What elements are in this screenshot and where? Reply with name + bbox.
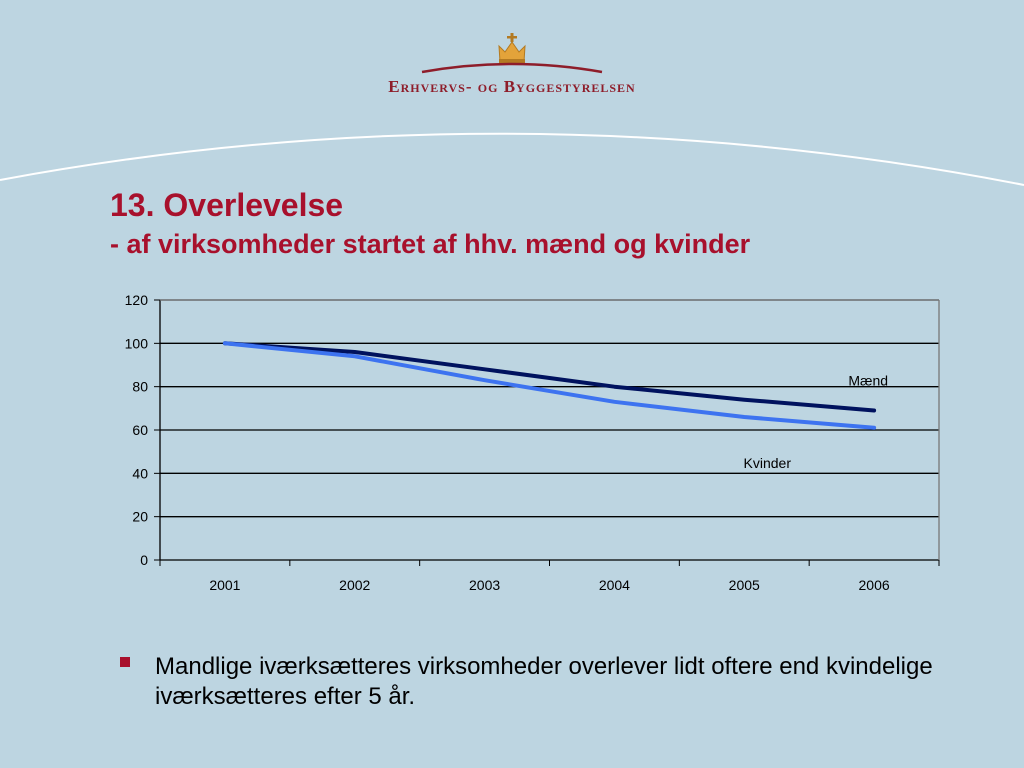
header-divider-arc: [0, 132, 1024, 186]
y-tick-label: 60: [132, 422, 148, 438]
logo: [421, 33, 603, 74]
y-tick-label: 40: [132, 465, 148, 481]
page-subtitle: - af virksomheder startet af hhv. mænd o…: [110, 229, 751, 259]
x-tick-label: 2001: [209, 577, 240, 593]
series-label: Kvinder: [744, 455, 792, 471]
series-label: Mænd: [848, 373, 888, 389]
x-tick-label: 2002: [339, 577, 370, 593]
y-tick-label: 0: [140, 552, 148, 568]
x-tick-label: 2003: [469, 577, 500, 593]
series-line-kvinder: [222, 341, 877, 430]
x-tick-label: 2004: [599, 577, 630, 593]
series-line-m-nd: [222, 341, 877, 413]
y-tick-label: 20: [132, 509, 148, 525]
x-tick-label: 2005: [729, 577, 760, 593]
y-tick-label: 80: [132, 379, 148, 395]
x-tick-label: 2006: [859, 577, 890, 593]
org-name: Erhvervs- og Byggestyrelsen: [388, 77, 636, 96]
y-tick-label: 100: [125, 335, 149, 351]
bullet-square-icon: [120, 657, 130, 667]
survival-line-chart: 0 20 40 60 80 100 120 2001 2002 2003 2004 2005 2006 M…: [125, 292, 940, 593]
y-tick-label: 120: [125, 292, 149, 308]
logo-swoosh: [421, 62, 603, 74]
bullet-item: Mandlige iværksætteres virksomheder over…: [155, 653, 933, 710]
page-title: 13. Overlevelse: [110, 187, 344, 223]
crown-icon: [498, 33, 526, 64]
